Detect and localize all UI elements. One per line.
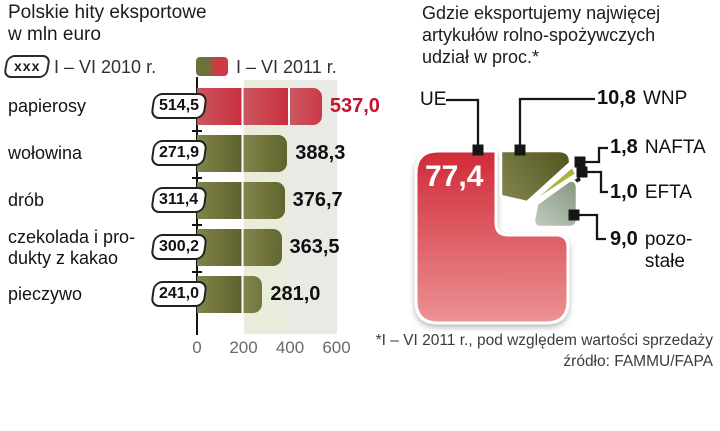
- pie-label-wnp: WNP: [642, 88, 688, 109]
- value-2010-text: 241,0: [158, 285, 200, 302]
- callout-line-efta: [587, 170, 608, 194]
- pie-callout-wnp: 10,8 WNP: [597, 87, 687, 110]
- pie-chart: [414, 97, 608, 325]
- legend-2010-label: I – VI 2010 r.: [54, 57, 157, 77]
- value-2010-wolowina: 271,9: [150, 140, 208, 166]
- x-tick-200: 200: [229, 338, 258, 357]
- pie-value-nafta: 1,8: [610, 136, 638, 158]
- row-label-line: wołowina: [8, 143, 83, 163]
- row-label-line: drób: [8, 190, 45, 210]
- x-tick-400: 400: [275, 338, 305, 357]
- axis-tick: [192, 270, 202, 273]
- pie-label-pozostale-line2: stałe: [644, 251, 685, 272]
- callout-line-nafta: [585, 146, 608, 164]
- pie-label-efta: EFTA: [644, 182, 692, 203]
- value-2010-text: 271,9: [158, 144, 200, 161]
- value-2010-text: 514,5: [158, 97, 200, 114]
- pie-value-efta: 1,0: [610, 181, 638, 203]
- left-chart-title: Polskie hity eksportowe w mln euro: [8, 2, 207, 46]
- axis-tick: [192, 129, 202, 132]
- row-label-pieczywo: pieczywo: [8, 284, 158, 305]
- callout-dot-pozostale: [568, 209, 580, 221]
- row-label-line: dukty z kakao: [8, 248, 119, 268]
- row-label-line: pieczywo: [8, 284, 83, 304]
- callout-dots: [472, 144, 588, 221]
- callout-dot-ue: [472, 144, 484, 156]
- bar-2011-pieczywo: [197, 276, 263, 313]
- bar-2011-czekolada: [197, 229, 282, 266]
- pie-label-pozostale: pozo- stałe: [645, 228, 693, 273]
- bar-2011-drob: [197, 182, 285, 219]
- legend-2010-swatch-label: xxx: [13, 58, 41, 74]
- pie-callout-efta: 1,0 EFTA: [610, 181, 692, 204]
- pie-callout-nafta: 1,8 NAFTA: [610, 136, 706, 159]
- value-2011-pieczywo: 281,0: [270, 283, 321, 305]
- pie-value-pozostale: 9,0: [610, 228, 638, 250]
- x-tick-0: 0: [192, 338, 202, 357]
- footnote-period: *I – VI 2011 r., pod względem wartości s…: [375, 332, 713, 349]
- row-label-papierosy: papierosy: [8, 96, 158, 117]
- callout-dot-wnp: [514, 144, 526, 156]
- pie-value-wnp: 10,8: [597, 87, 636, 109]
- value-2010-czekolada: 300,2: [150, 234, 208, 260]
- callout-dot-efta: [576, 166, 588, 178]
- value-2010-text: 311,4: [159, 191, 199, 208]
- legend-2010-swatch: xxx: [2, 55, 52, 78]
- right-chart-title-line1: Gdzie eksportujemy najwięcej: [422, 3, 661, 23]
- footnote-source: źródło: FAMMU/FAPA: [563, 353, 713, 370]
- axis-tick: [192, 176, 202, 179]
- right-chart-title: Gdzie eksportujemy najwięcej artykułów r…: [422, 2, 660, 68]
- callout-line-wnp: [518, 97, 595, 146]
- row-label-line: czekolada i pro-: [8, 227, 136, 247]
- callout-line-pozostale: [579, 213, 606, 241]
- right-chart-title-line2: artykułów rolno-spożywczych: [422, 25, 656, 45]
- value-2011-wolowina: 388,3: [295, 142, 346, 164]
- callout-line-ue: [446, 98, 480, 146]
- value-2010-pieczywo: 241,0: [150, 281, 208, 307]
- value-2010-text: 300,2: [158, 238, 200, 255]
- legend-2011-label: I – VI 2011 r.: [236, 57, 337, 77]
- legend-2011-swatch: [196, 57, 228, 76]
- pie-callout-pozostale: 9,0 pozo- stałe: [610, 228, 692, 273]
- row-label-wolowina: wołowina: [8, 143, 158, 164]
- row-label-czekolada: czekolada i pro- dukty z kakao: [8, 227, 158, 269]
- pie-slice-nafta: [527, 166, 577, 206]
- left-chart-title-line2: w mln euro: [8, 24, 101, 45]
- pie-slice-ue: [414, 149, 570, 325]
- x-tick-600: 600: [322, 338, 351, 357]
- axis-tick: [192, 223, 202, 226]
- callout-dot-nafta: [574, 156, 586, 168]
- bar-2011-papierosy: [197, 88, 322, 125]
- value-2010-papierosy: 514,5: [150, 93, 208, 119]
- value-2011-drob: 376,7: [292, 189, 343, 211]
- pie-slice-pozostale: [532, 179, 579, 229]
- pie-slice-wnp: [499, 149, 572, 204]
- value-2011-czekolada: 363,5: [289, 236, 340, 258]
- value-2011-papierosy: 537,0: [329, 95, 380, 117]
- value-2010-drob: 311,4: [150, 187, 208, 213]
- right-chart-title-line3: udział w proc.*: [422, 47, 540, 67]
- pie-label-ue: UE: [420, 89, 447, 110]
- bar-2011-wolowina: [197, 135, 288, 172]
- row-label-drob: drób: [8, 190, 158, 211]
- pie-label-pozostale-line1: pozo-: [644, 229, 693, 250]
- callout-lines: [446, 97, 608, 241]
- left-chart-title-line1: Polskie hity eksportowe: [8, 2, 207, 23]
- pie-label-nafta: NAFTA: [644, 137, 706, 158]
- pie-value-ue: 77,4: [425, 160, 484, 193]
- row-label-line: papierosy: [8, 96, 87, 116]
